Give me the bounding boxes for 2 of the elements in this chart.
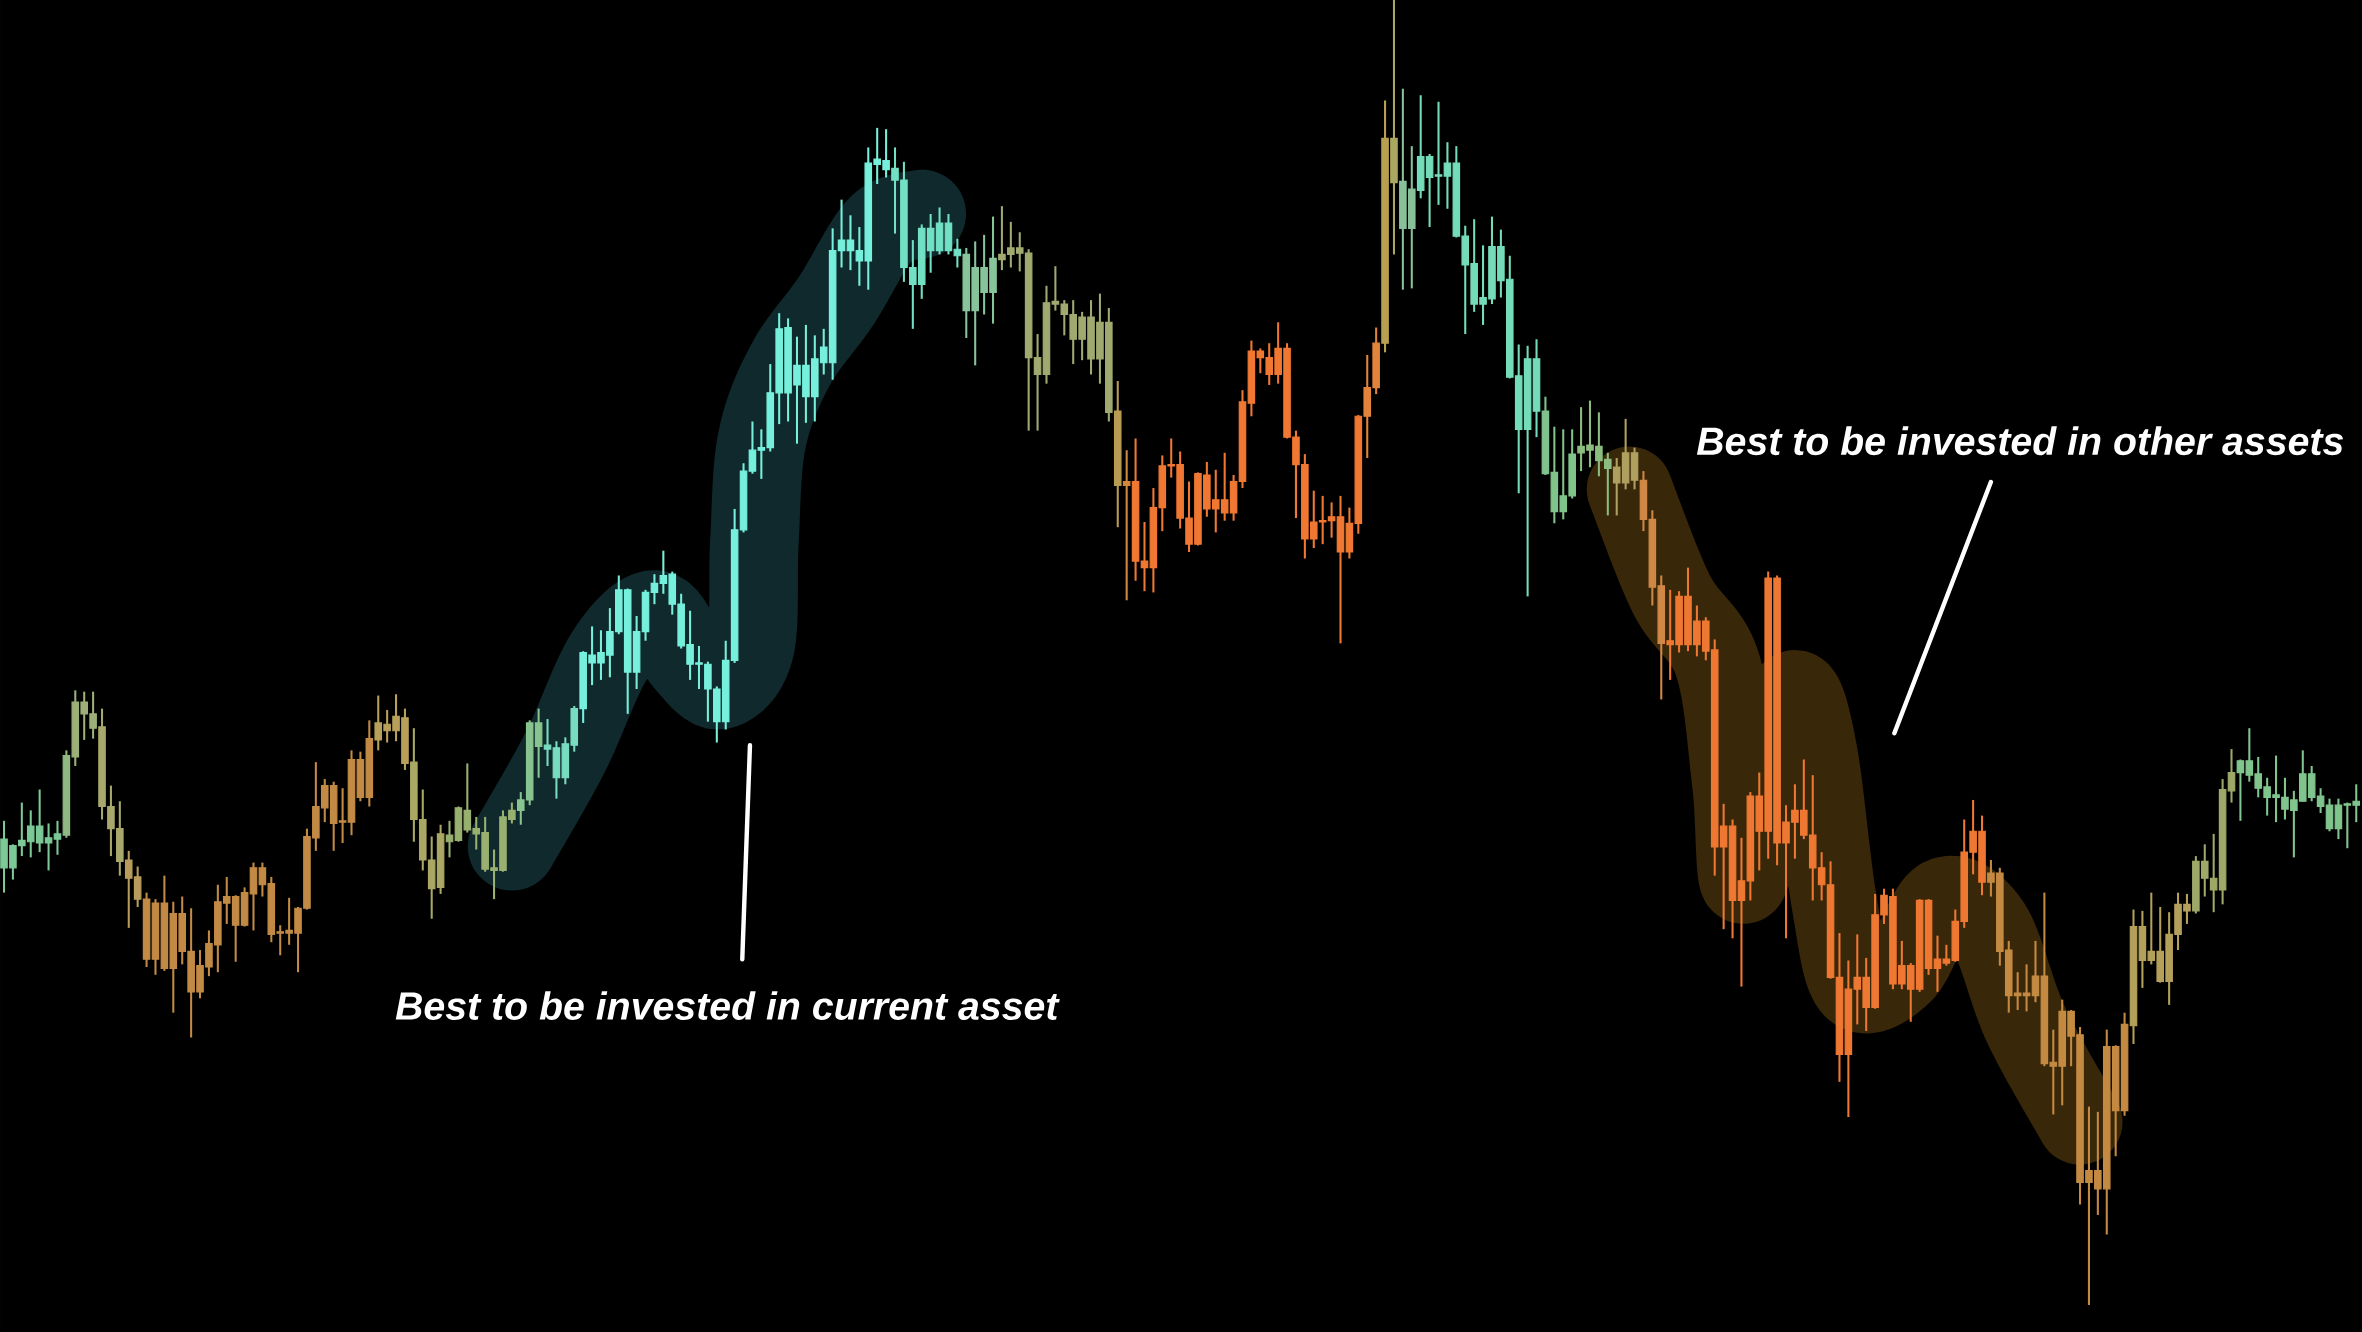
annotation: Best to be invested in current asset [395, 991, 1060, 1021]
annotation: Best to be invested in other assets [1696, 426, 2343, 456]
